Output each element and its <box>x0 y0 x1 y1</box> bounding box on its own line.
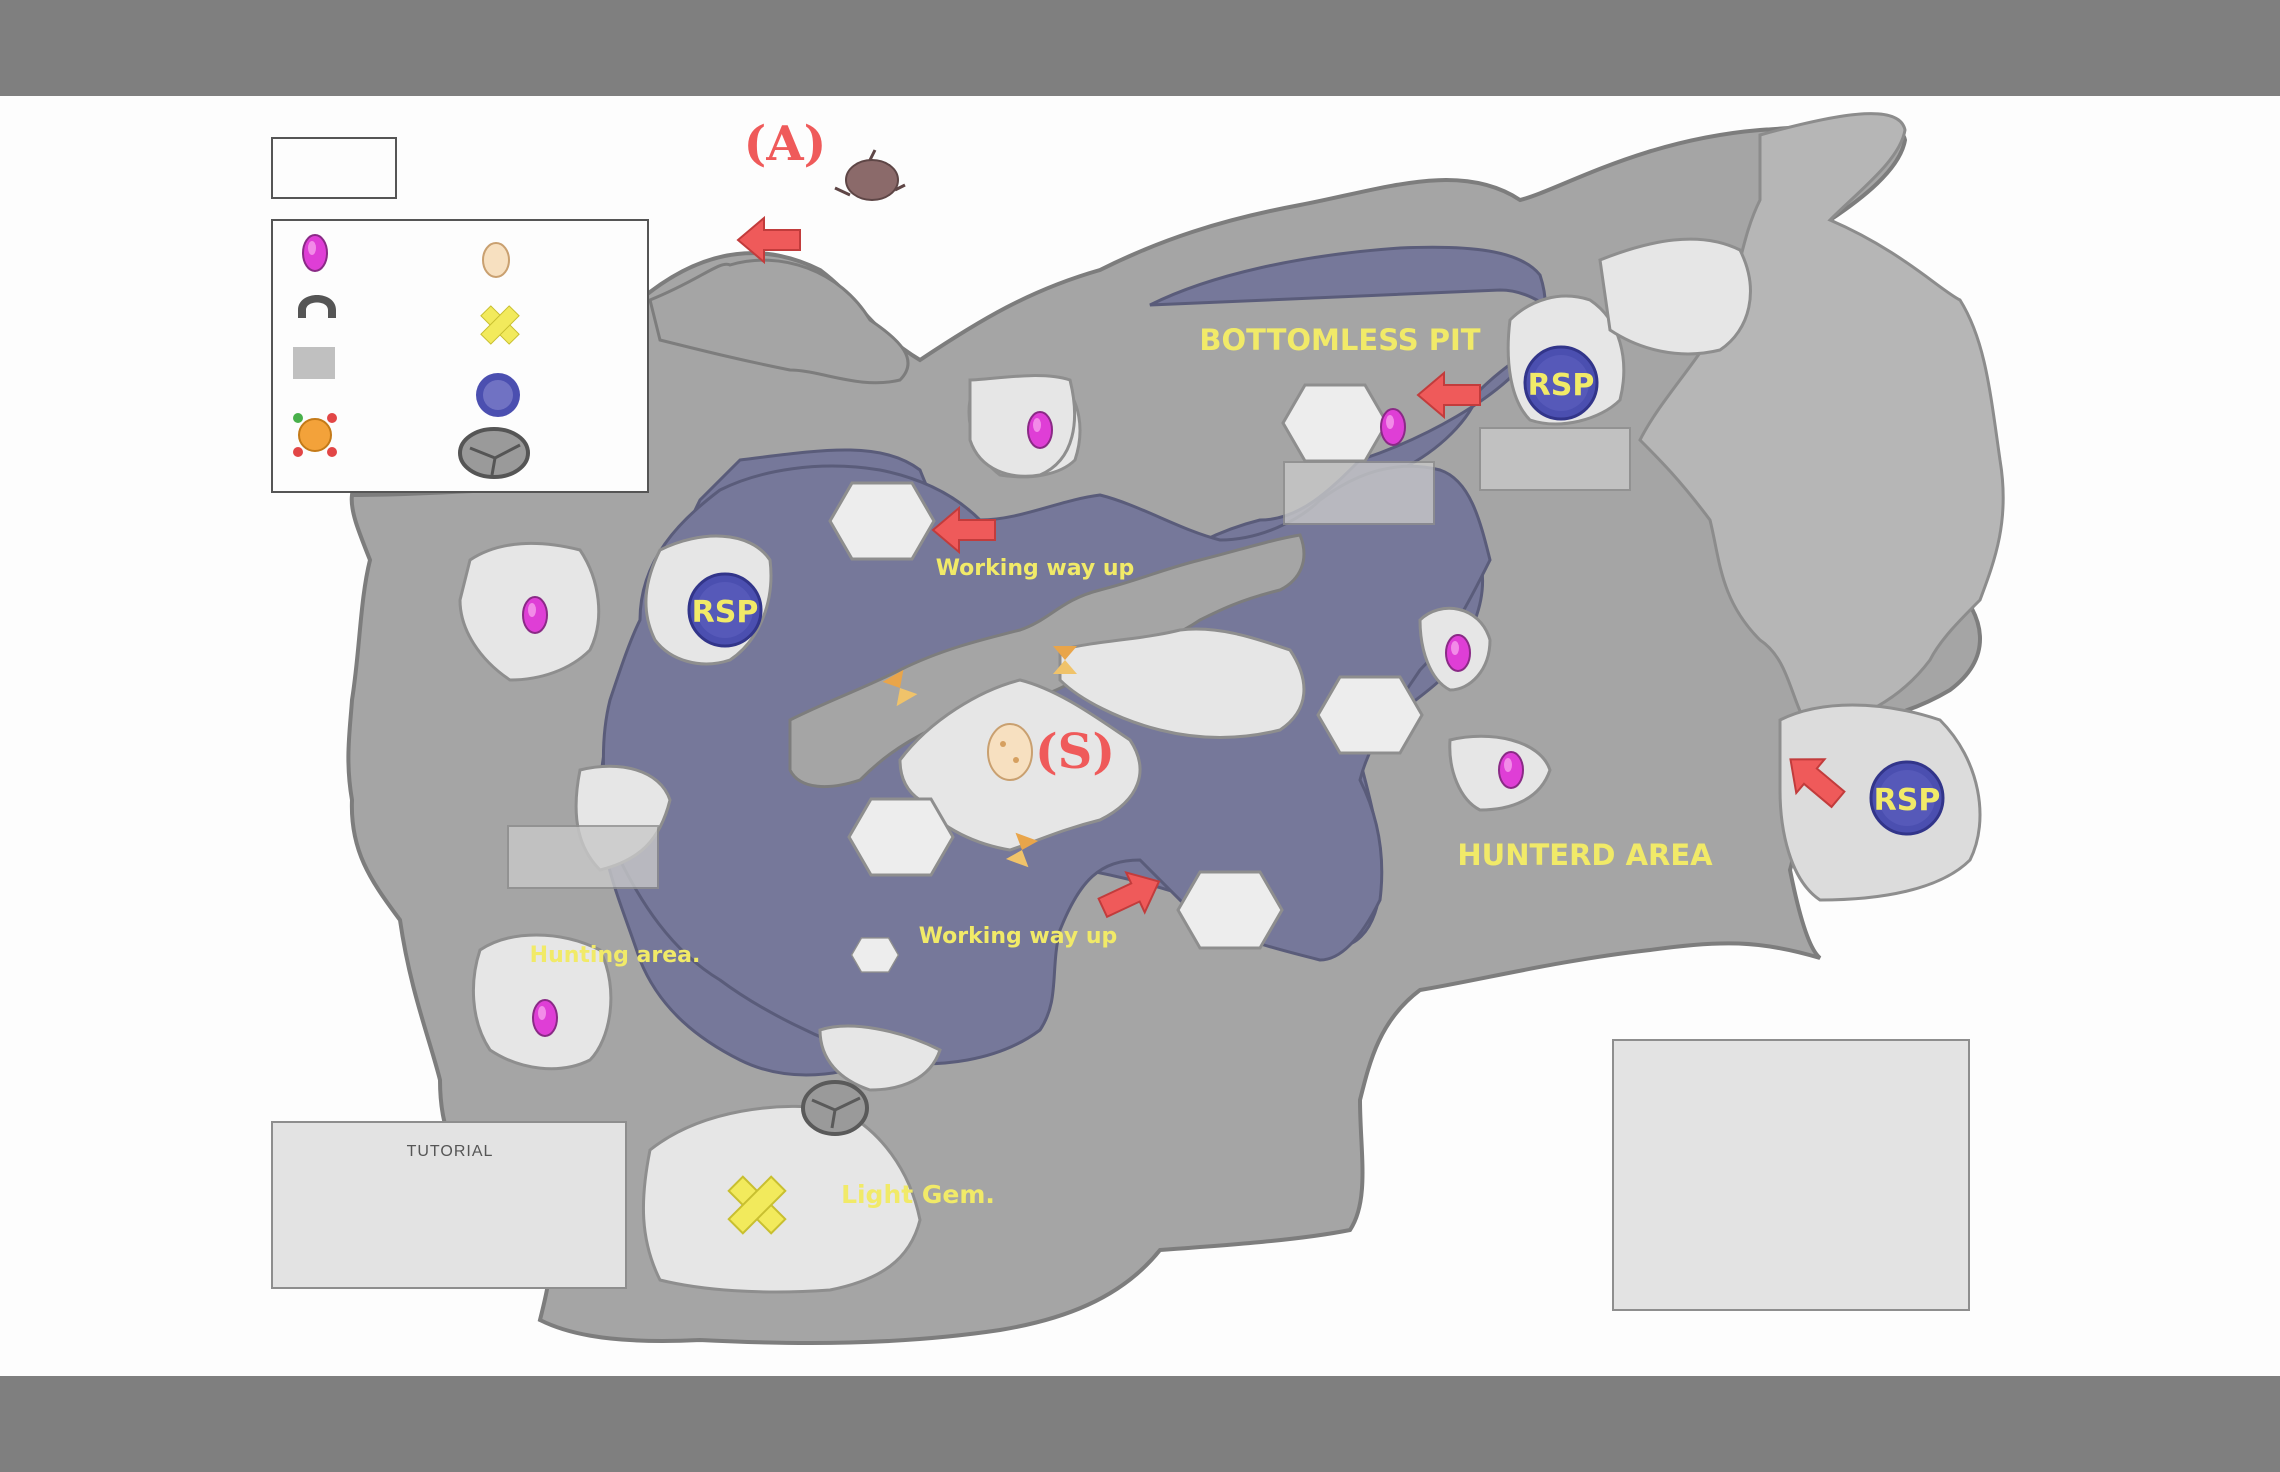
map-note <box>507 825 659 889</box>
pink-gem-icon <box>302 234 328 272</box>
light-gem-platform <box>641 1104 922 1294</box>
gem-marker <box>532 999 558 1037</box>
map-note <box>1479 427 1631 491</box>
rsp-label-east: RSP <box>1874 783 1941 818</box>
hex-platform <box>847 797 955 877</box>
working-way-up-label-2: Working way up <box>919 924 1118 949</box>
hunters-area-label: HUNTERD AREA <box>1457 838 1713 872</box>
egg-icon <box>987 723 1033 781</box>
boulder-icon <box>458 427 530 479</box>
creature-icon <box>834 149 906 201</box>
legend <box>271 219 649 493</box>
gem-marker <box>1445 634 1471 672</box>
east-rock <box>1638 112 2005 732</box>
hunting-area-label: Hunting area. <box>530 943 701 968</box>
hex-platform <box>828 481 936 561</box>
tutorial-title: TUTORIAL <box>407 1143 494 1160</box>
x-marker-icon <box>480 305 520 345</box>
marker-s: (S) <box>1035 724 1115 780</box>
hex-platform <box>850 937 900 973</box>
marker-a: (A) <box>744 116 827 172</box>
hex-platform <box>1176 870 1284 950</box>
tutorial-box: TUTORIAL <box>271 1121 627 1289</box>
light-gem-label: Light Gem. <box>841 1180 995 1209</box>
x-marker-icon <box>727 1175 787 1235</box>
rsp-label-west: RSP <box>692 595 759 630</box>
northeast-wedge <box>1598 237 1752 356</box>
top-left-rock <box>648 258 910 385</box>
features-box <box>1612 1039 1970 1311</box>
boulder-icon <box>801 1080 869 1136</box>
gem-marker <box>522 596 548 634</box>
title-box <box>271 137 397 199</box>
gem-marker <box>1027 411 1053 449</box>
orange-orb-icon <box>293 413 337 457</box>
egg-icon <box>482 242 510 278</box>
rsp-label-north: RSP <box>1528 368 1595 403</box>
bottomless-pit-label: BOTTOMLESS PIT <box>1199 323 1480 357</box>
gate-icon <box>298 295 336 318</box>
gem-marker <box>1380 408 1406 446</box>
map-note <box>1283 461 1435 525</box>
north-gem-island <box>968 374 1077 478</box>
rsp-portal-icon <box>476 373 520 417</box>
light-gem-ledge <box>818 1024 942 1092</box>
hex-platform <box>1281 383 1389 463</box>
working-way-up-label-1: Working way up <box>936 556 1135 581</box>
hex-platform <box>1316 675 1424 755</box>
gray-square-icon <box>293 347 335 379</box>
center-island-ledge <box>1058 627 1306 739</box>
gem-marker <box>1498 751 1524 789</box>
